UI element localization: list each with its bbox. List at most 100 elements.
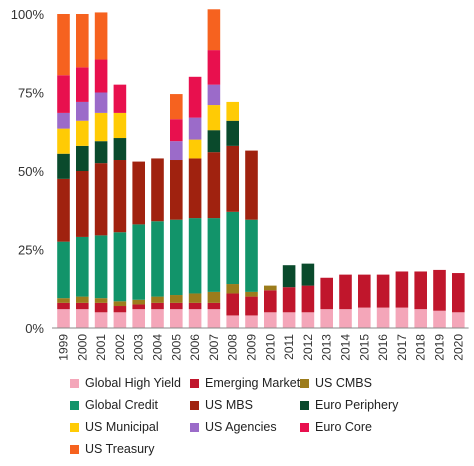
bar-segment <box>170 302 183 310</box>
y-tick-label: 25% <box>18 243 44 258</box>
bar-segment <box>94 312 108 328</box>
bar-segment <box>76 145 89 171</box>
bar-segment <box>301 263 315 286</box>
bar-segment <box>94 12 108 60</box>
bar-segment <box>57 241 70 299</box>
x-tick-label: 2006 <box>188 334 202 361</box>
x-tick-label: 2016 <box>376 334 390 361</box>
bar-segment <box>188 158 202 219</box>
bar-segment <box>188 293 202 303</box>
legend-label: Euro Periphery <box>315 398 399 412</box>
bar-segment <box>113 301 127 307</box>
bar-segment <box>188 218 202 294</box>
legend-item: US Municipal <box>70 420 190 434</box>
bar-segment <box>188 76 202 118</box>
bar-segment <box>264 290 277 313</box>
bar-segment <box>207 309 221 328</box>
bar-segment <box>76 236 89 297</box>
x-tick-label: 2000 <box>75 334 89 361</box>
bar-segment <box>57 298 70 303</box>
legend-label: US CMBS <box>315 376 372 390</box>
bar-segment <box>188 139 202 159</box>
bar-segment <box>245 315 258 328</box>
bar-segment <box>94 141 108 164</box>
bar-segment <box>151 302 164 310</box>
bar-segment <box>264 285 277 291</box>
bar-segment <box>207 291 221 303</box>
bar-segment <box>132 309 145 328</box>
bar-segment <box>57 75 70 113</box>
bar-segment <box>188 309 202 328</box>
bar-segment <box>207 302 221 310</box>
bar-segment <box>57 153 70 179</box>
bar-segment <box>282 265 296 288</box>
x-tick-label: 2003 <box>132 334 146 361</box>
bar-segment <box>76 120 89 146</box>
bar-segment <box>358 274 371 308</box>
bar-segment <box>245 219 258 292</box>
legend-swatch <box>190 422 199 432</box>
bar-segment <box>207 130 221 153</box>
bar-segment <box>320 309 333 328</box>
bar-segment <box>395 307 409 328</box>
legend-label: US MBS <box>205 398 253 412</box>
x-tick-label: 2017 <box>395 334 409 361</box>
bar-segment <box>207 152 221 219</box>
legend-label: Global Credit <box>85 398 158 412</box>
bar-segment <box>226 315 239 328</box>
bar-segment <box>170 94 183 120</box>
bar-segment <box>207 84 221 106</box>
legend-label: Euro Core <box>315 420 372 434</box>
legend-item: Global Credit <box>70 398 190 412</box>
bar-segment <box>245 296 258 316</box>
bar-segment <box>151 158 164 222</box>
bar-series-group <box>57 9 465 328</box>
bar-segment <box>339 274 352 310</box>
bar-segment <box>376 307 390 328</box>
bar-segment <box>207 105 221 131</box>
bar-segment <box>132 299 145 305</box>
bar-segment <box>452 273 465 313</box>
bar-segment <box>113 138 127 161</box>
x-tick-label: 2015 <box>357 334 371 361</box>
legend-label: Global High Yield <box>85 376 181 390</box>
x-tick-label: 2001 <box>94 334 108 361</box>
bar-segment <box>151 296 164 303</box>
x-tick-label: 2004 <box>151 334 165 361</box>
legend-row: Global Credit US MBS Euro Periphery <box>70 394 470 416</box>
bar-segment <box>282 287 296 313</box>
bar-segment <box>76 171 89 237</box>
bar-segment <box>113 84 127 113</box>
bar-segment <box>245 291 258 297</box>
x-tick-label: 2010 <box>263 334 277 361</box>
bar-segment <box>207 50 221 85</box>
bar-segment <box>76 101 89 121</box>
x-tick-label: 2007 <box>207 334 221 361</box>
bar-segment <box>132 224 145 300</box>
bar-segment <box>207 218 221 292</box>
bar-segment <box>94 298 108 303</box>
bar-segment <box>57 309 70 328</box>
legend-item: Euro Core <box>300 420 410 434</box>
bar-segment <box>433 310 446 328</box>
bar-segment <box>170 219 183 296</box>
legend-swatch <box>190 400 199 410</box>
bar-segment <box>395 271 409 308</box>
bar-segment <box>301 312 315 328</box>
legend-label: US Agencies <box>205 420 277 434</box>
bar-segment <box>57 112 70 129</box>
y-tick-label: 100% <box>11 7 45 22</box>
bar-segment <box>452 312 465 328</box>
bar-segment <box>94 235 108 299</box>
legend-swatch <box>300 378 309 388</box>
bar-segment <box>113 312 127 328</box>
chart-legend: Global High Yield Emerging Market US CMBS G… <box>70 372 470 460</box>
bar-segment <box>113 112 127 139</box>
bar-segment <box>226 120 239 146</box>
legend-row: US Municipal US Agencies Euro Core <box>70 416 470 438</box>
x-tick-label: 2019 <box>433 334 447 361</box>
bar-segment <box>113 306 127 313</box>
x-tick-label: 2020 <box>451 334 465 361</box>
legend-swatch <box>300 400 309 410</box>
legend-swatch <box>300 422 309 432</box>
